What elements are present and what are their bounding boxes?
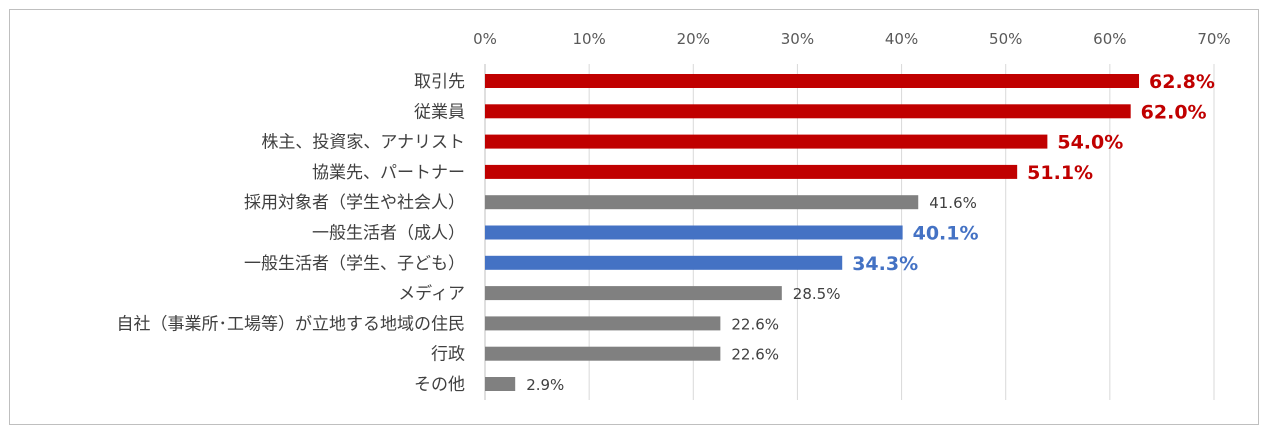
category-label: 自社（事業所･工場等）が立地する地域の住民 (117, 314, 466, 334)
bar (485, 346, 721, 361)
x-axis-ticks: 0% 10% 20% 30% 40% 50% 60% 70% (473, 30, 1231, 48)
x-tick-label: 50% (989, 30, 1022, 48)
data-label: 28.5% (793, 285, 841, 303)
bar (485, 134, 1048, 149)
data-label: 62.8% (1149, 71, 1215, 93)
data-label: 62.0% (1141, 101, 1207, 123)
category-label: 一般生活者（学生、子ども） (244, 254, 465, 274)
bar (485, 195, 919, 210)
x-tick-label: 10% (572, 30, 605, 48)
x-tick-label: 70% (1197, 30, 1230, 48)
category-label: メディア (398, 283, 465, 304)
bar (485, 255, 843, 270)
bar (485, 316, 721, 331)
category-label: 行政 (431, 345, 465, 365)
data-label: 51.1% (1027, 162, 1093, 184)
data-label: 22.6% (731, 315, 779, 333)
category-label: 従業員 (414, 102, 465, 122)
bar (485, 74, 1140, 88)
category-label: 取引先 (414, 72, 465, 92)
category-label: 採用対象者（学生や社会人） (244, 193, 465, 213)
data-label: 2.9% (526, 376, 564, 394)
x-tick-label: 0% (473, 30, 497, 48)
data-label: 34.3% (852, 253, 918, 275)
data-labels: 62.8% 62.0% 54.0% 51.1% 41.6% 40.1% 34.3% 28.5%… (526, 71, 1215, 394)
bar (485, 286, 782, 301)
bar (485, 164, 1018, 179)
data-label: 54.0% (1057, 132, 1123, 154)
data-label: 40.1% (913, 223, 979, 245)
x-tick-label: 20% (677, 30, 710, 48)
category-label: 株主、投資家、アナリスト (261, 133, 465, 153)
bar (485, 225, 903, 240)
category-labels: 取引先従業員株主、投資家、アナリスト協業先、パートナー採用対象者（学生や社会人）… (117, 72, 466, 395)
data-label: 22.6% (731, 346, 779, 364)
bar (485, 377, 516, 391)
category-label: その他 (414, 375, 465, 395)
x-tick-label: 30% (781, 30, 814, 48)
category-label: 協業先、パートナー (312, 163, 465, 183)
x-tick-label: 60% (1093, 30, 1126, 48)
bars (485, 74, 1140, 391)
bar (485, 104, 1131, 119)
category-label: 一般生活者（成人） (312, 224, 465, 244)
data-label: 41.6% (929, 194, 977, 212)
x-tick-label: 40% (885, 30, 918, 48)
